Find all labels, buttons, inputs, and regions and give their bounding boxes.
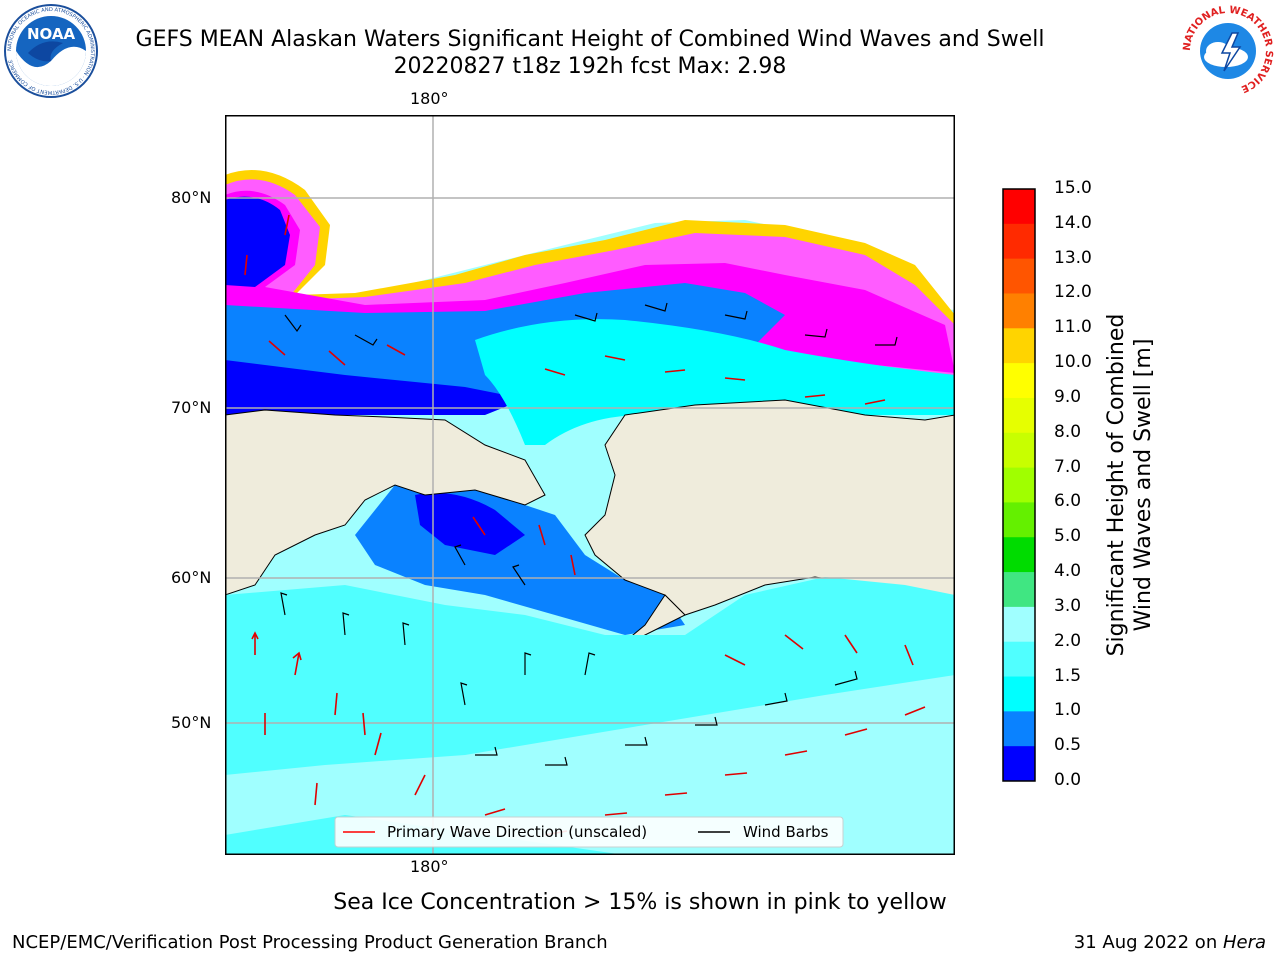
wave-arrows — [244, 214, 926, 836]
colorbar-segment — [1003, 397, 1035, 434]
colorbar-segment — [1003, 293, 1035, 329]
colorbar-title-line2: Wind Waves and Swell [m] — [1131, 338, 1156, 632]
colorbar-segment — [1003, 676, 1035, 712]
colorbar-segment — [1003, 258, 1035, 294]
land-alaska — [584, 399, 955, 676]
lat-label-80: 80°N — [171, 188, 212, 207]
colorbar-tick-label: 1.5 — [1054, 665, 1082, 686]
colorbar-segment — [1003, 711, 1035, 747]
legend-wind-label: Wind Barbs — [743, 823, 829, 841]
legend-wave-label: Primary Wave Direction (unscaled) — [387, 823, 647, 841]
colorbar-tick-label: 8.0 — [1054, 421, 1082, 442]
colorbar-segment — [1003, 502, 1035, 538]
colorbar-segment — [1003, 641, 1035, 678]
lon-label-top: 180° — [410, 89, 449, 108]
arctic-no-data — [225, 115, 955, 310]
colorbar-segment — [1003, 572, 1035, 608]
wind-barbs — [280, 302, 898, 766]
colorbar-segment — [1003, 467, 1035, 503]
pacific-cyan — [225, 577, 955, 775]
colorbar-tick-label: 0.5 — [1054, 735, 1082, 756]
noaa-logo: NOAA NATIONAL OCEANIC AND ATMOSPHERIC AD… — [4, 4, 98, 98]
colorbar-tick-label: 4.0 — [1054, 561, 1082, 582]
colorbar-segment — [1003, 189, 1035, 225]
colorbar-segment — [1003, 223, 1035, 260]
colorbar-title-line1: Significant Height of Combined — [1104, 313, 1129, 657]
colorbar-title: Significant Height of Combined Wind Wave… — [1103, 285, 1157, 685]
map-frame — [225, 115, 955, 855]
map-legend: Primary Wave Direction (unscaled) Wind B… — [334, 816, 844, 848]
colorbar-tick-label: 5.0 — [1054, 526, 1082, 547]
sea-ice-caption: Sea Ice Concentration > 15% is shown in … — [333, 890, 947, 915]
colorbar-segment — [1003, 606, 1035, 643]
graticule — [225, 115, 955, 855]
colorbar — [1002, 188, 1036, 782]
nws-logo: NATIONAL WEATHER SERVICE — [1182, 5, 1274, 97]
colorbar-tick-label: 12.0 — [1054, 282, 1092, 303]
wave-height-map: Primary Wave Direction (unscaled) Wind B… — [225, 115, 955, 855]
colorbar-tick-label: 10.0 — [1054, 352, 1092, 373]
footer-date-text: 31 Aug 2022 on — [1073, 932, 1223, 953]
footer-credit: NCEP/EMC/Verification Post Processing Pr… — [12, 932, 608, 953]
colorbar-segment — [1003, 432, 1035, 469]
colorbar-tick-label: 15.0 — [1054, 178, 1092, 198]
colorbar-tick-label: 13.0 — [1054, 247, 1092, 268]
noaa-logo-text: NOAA — [27, 25, 76, 43]
colorbar-tick-label: 3.0 — [1054, 595, 1082, 616]
norton-blue — [415, 492, 525, 555]
land-russia — [225, 409, 546, 596]
colorbar-tick-label: 9.0 — [1054, 386, 1082, 407]
lat-label-50: 50°N — [171, 713, 212, 732]
colorbar-tick-label: 1.0 — [1054, 700, 1082, 721]
footer-date: 31 Aug 2022 on Hera — [1074, 932, 1266, 953]
colorbar-tick-label: 7.0 — [1054, 456, 1082, 477]
colorbar-tick-label: 2.0 — [1054, 630, 1082, 651]
lon-label-bottom: 180° — [410, 857, 449, 876]
colorbar-tick-label: 6.0 — [1054, 491, 1082, 512]
colorbar-tick-label: 11.0 — [1054, 317, 1092, 338]
lat-label-60: 60°N — [171, 568, 212, 587]
lat-label-70: 70°N — [171, 398, 212, 417]
colorbar-tick-label: 14.0 — [1054, 212, 1092, 233]
wave-zone-blue-3 — [225, 360, 525, 415]
colorbar-frame — [1002, 188, 1036, 782]
colorbar-segment — [1003, 746, 1035, 782]
colorbar-segment — [1003, 328, 1035, 364]
colorbar-segment — [1003, 363, 1035, 399]
wave-zone-blue — [225, 196, 290, 287]
map-title: GEFS MEAN Alaskan Waters Significant Hei… — [135, 27, 1045, 52]
map-subtitle: 20220827 t18z 192h fcst Max: 2.98 — [393, 54, 787, 79]
colorbar-tick-label: 0.0 — [1054, 770, 1082, 790]
footer-host: Hera — [1222, 932, 1266, 953]
colorbar-segment — [1003, 537, 1035, 573]
